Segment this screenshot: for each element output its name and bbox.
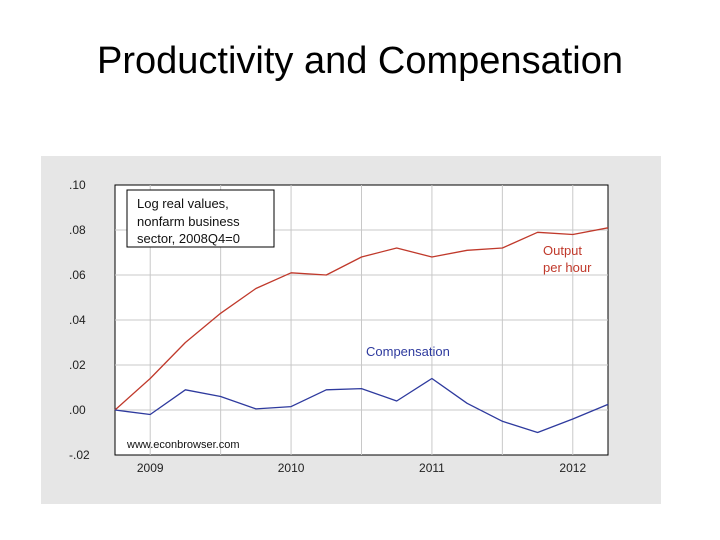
note-line-3: sector, 2008Q4=0: [137, 231, 240, 246]
output-label-line-1: Output: [543, 243, 582, 258]
y-tick-label: .02: [69, 358, 86, 372]
x-tick-label: 2011: [419, 461, 445, 475]
series-line-output-per-hour: [114, 227, 609, 411]
y-tick-labels: .10 .08 .06 .04 .02 .00 -.02: [69, 178, 90, 462]
line-chart: .10.08.06.04.02.00-.02 2009 2010 2011 2012 …: [69, 178, 609, 475]
x-tick-label: 2009: [137, 461, 164, 475]
x-tick-label: 2012: [559, 461, 586, 475]
slide-title: Productivity and Compensation: [97, 40, 623, 82]
y-tick-label: .10: [69, 178, 86, 192]
output-label-line-2: per hour: [543, 260, 592, 275]
y-tick-label: -.02: [69, 448, 90, 462]
y-tick-label: .04: [69, 313, 86, 327]
x-tick-label: 2010: [278, 461, 305, 475]
note-box: [126, 189, 275, 248]
note-line-2: nonfarm business: [137, 214, 240, 229]
series-group: [114, 227, 609, 434]
series-line-compensation: [114, 377, 609, 434]
y-tick-label: .06: [69, 268, 86, 282]
note-line-1: Log real values,: [137, 196, 229, 211]
chart-figure: .10.08.06.04.02.00 -.02 2009 2010 2011 2012 …: [41, 156, 661, 504]
y-tick-label: .08: [69, 223, 86, 237]
y-tick-label: .00: [69, 403, 86, 417]
source-label: www.econbrowser.com: [126, 439, 240, 451]
compensation-label: Compensation: [366, 344, 450, 359]
x-tick-labels: 2009 2010 2011 2012: [137, 461, 587, 475]
